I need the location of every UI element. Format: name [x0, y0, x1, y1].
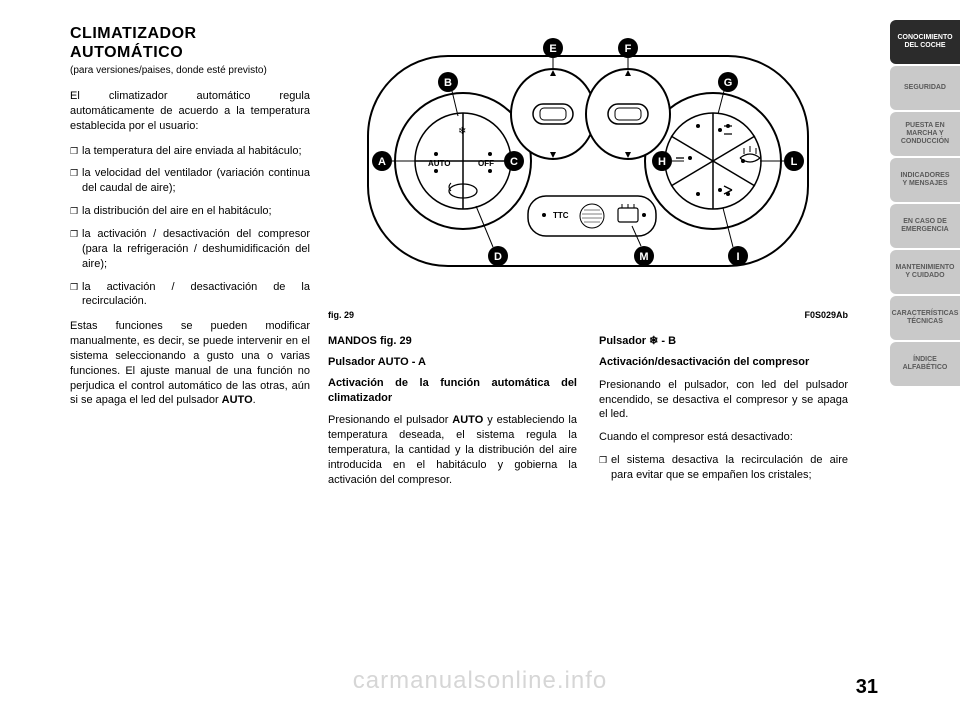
mandos-b-title1: Pulsador ❄ - B	[599, 334, 848, 349]
mandos-a-body: Presionando el pulsador AUTO y estableci…	[328, 413, 577, 487]
figure-code: F0S029Ab	[804, 310, 848, 320]
page-number: 31	[856, 676, 878, 699]
list-item: la activación / desactivación de la reci…	[70, 280, 310, 310]
callout-a: A	[378, 156, 386, 168]
tab-puesta-en-marcha[interactable]: PUESTA ENMARCHA Y CONDUCCIÓN	[890, 112, 960, 156]
figure-caption-row: fig. 29 F0S029Ab	[328, 310, 848, 320]
callout-h: H	[658, 156, 666, 168]
closing-paragraph: Estas funciones se pueden modificar manu…	[70, 319, 310, 408]
tab-seguridad[interactable]: SEGURIDAD	[890, 66, 960, 110]
list-item: la temperatura del aire enviada al habit…	[70, 144, 310, 159]
callout-i: I	[736, 251, 739, 263]
heading-subtitle: (para versiones/paises, donde esté previ…	[70, 64, 310, 78]
callout-l: L	[791, 156, 798, 168]
callout-d: D	[494, 251, 502, 263]
figure-diagram: AUTO OFF ❄	[328, 26, 848, 306]
list-item: la distribución del aire en el habitácul…	[70, 204, 310, 219]
tab-indice[interactable]: ÍNDICEALFABÉTICO	[890, 342, 960, 386]
list-item: la activación / desactivación del compre…	[70, 227, 310, 272]
side-tab-strip: CONOCIMIENTODEL COCHE SEGURIDAD PUESTA E…	[890, 0, 960, 709]
callout-m: M	[639, 251, 648, 263]
tab-emergencia[interactable]: EN CASO DEEMERGENCIA	[890, 204, 960, 248]
callout-e: E	[549, 43, 556, 55]
panel-auto-label: AUTO	[428, 159, 451, 168]
tab-caracteristicas[interactable]: CARACTERÍSTICASTÉCNICAS	[890, 296, 960, 340]
mandos-col-right: Pulsador ❄ - B Activación/desactivación …	[599, 334, 848, 496]
callout-b: B	[444, 77, 452, 89]
callout-g: G	[724, 77, 733, 89]
list-item: el sistema desactiva la recirculación de…	[599, 453, 848, 483]
panel-off-label: OFF	[478, 159, 494, 168]
callout-c: C	[510, 156, 518, 168]
mandos-a-title2: Activación de la función automática del …	[328, 376, 577, 406]
tab-indicadores[interactable]: INDICADORESY MENSAJES	[890, 158, 960, 202]
tab-mantenimiento[interactable]: MANTENIMIENTOY CUIDADO	[890, 250, 960, 294]
list-item: la velocidad del ventilador (variación c…	[70, 166, 310, 196]
mandos-b-body: Presionando el pulsador, con led del pul…	[599, 378, 848, 423]
mandos-b-title2: Activación/desactivación del compresor	[599, 355, 848, 370]
mandos-b-list: el sistema desactiva la recirculación de…	[599, 453, 848, 483]
mandos-col-left: MANDOS fig. 29 Pulsador AUTO - A Activac…	[328, 334, 577, 496]
figure-caption: fig. 29	[328, 310, 354, 320]
snowflake-icon: ❄	[458, 126, 466, 137]
callout-f: F	[625, 43, 632, 55]
center-knob-left	[511, 69, 595, 159]
tab-conocimiento[interactable]: CONOCIMIENTODEL COCHE	[890, 20, 960, 64]
panel-ttc-label: TTC	[553, 211, 569, 220]
left-text-column: CLIMATIZADOR AUTOMÁTICO (para versiones/…	[70, 26, 310, 496]
mandos-a-title1: Pulsador AUTO - A	[328, 355, 577, 370]
intro-bullet-list: la temperatura del aire enviada al habit…	[70, 144, 310, 310]
mandos-b-body2: Cuando el compresor está desactivado:	[599, 430, 848, 445]
intro-paragraph: El climatizador automático regula automá…	[70, 89, 310, 134]
right-column: AUTO OFF ❄	[328, 26, 878, 496]
mandos-heading: MANDOS fig. 29	[328, 334, 577, 349]
center-knob-right	[586, 69, 670, 159]
heading-line1: CLIMATIZADOR	[70, 26, 310, 43]
heading-line2: AUTOMÁTICO	[70, 45, 310, 62]
